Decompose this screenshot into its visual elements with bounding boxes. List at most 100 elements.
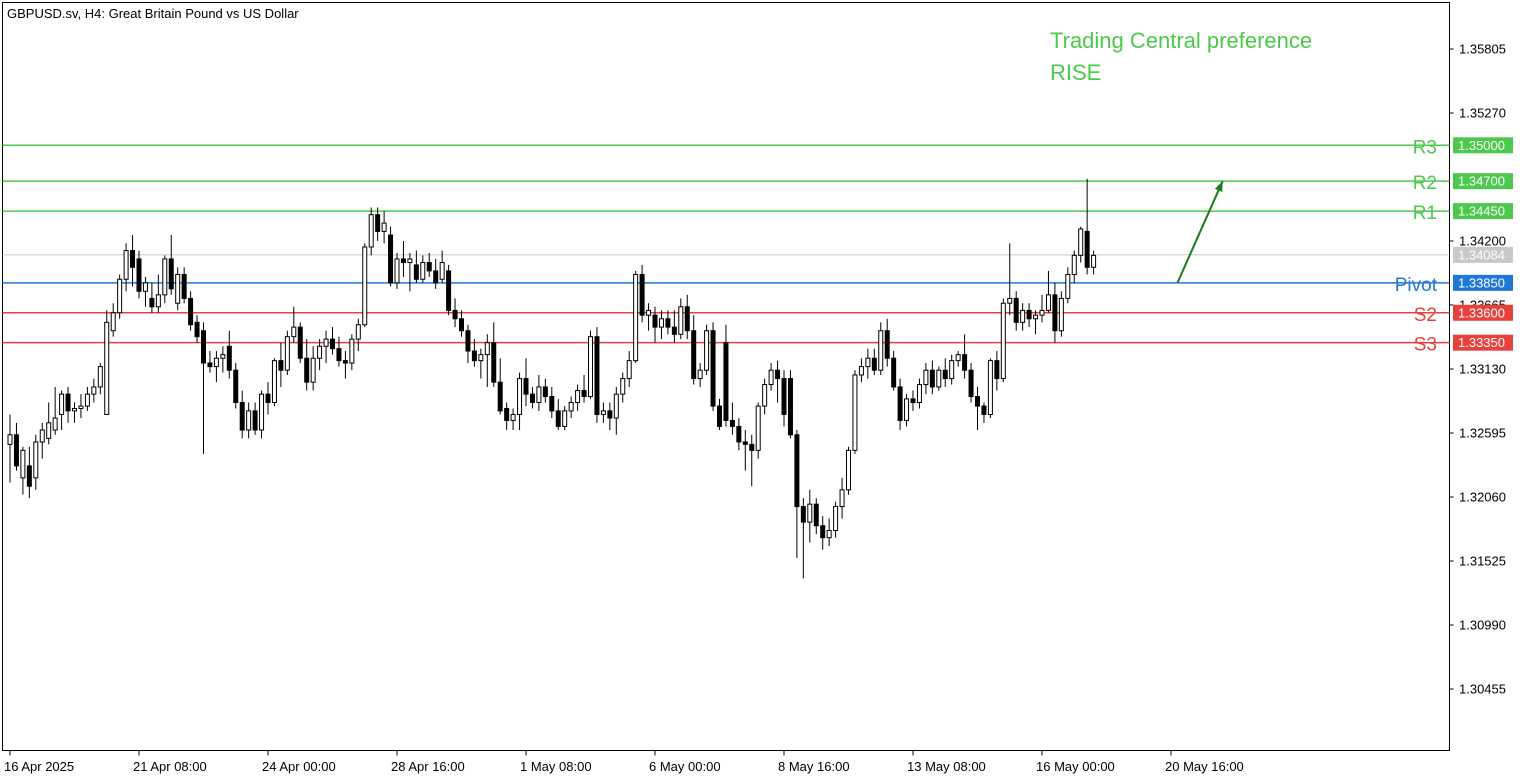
- candle-body-bullish: [1007, 297, 1013, 304]
- candle-body-bullish: [91, 386, 97, 395]
- candle-body-bearish: [336, 348, 342, 362]
- candle-body-bearish: [65, 393, 71, 412]
- candle-body-bullish: [575, 390, 581, 403]
- preference-text: Trading Central preference: [1050, 28, 1312, 53]
- candle: [72, 402, 77, 423]
- candle-body-bullish: [20, 449, 26, 479]
- candle: [175, 267, 181, 311]
- candle: [297, 322, 303, 364]
- candle: [1065, 267, 1071, 304]
- candle: [420, 255, 426, 283]
- candle-body-bullish: [1000, 302, 1006, 380]
- candle: [226, 330, 232, 379]
- candle: [349, 334, 355, 371]
- candle-body-bullish: [381, 222, 387, 232]
- candle: [388, 226, 394, 287]
- candle-body-bullish: [600, 410, 606, 415]
- candle: [336, 336, 342, 367]
- candle-body-bullish: [517, 378, 523, 415]
- candle: [568, 396, 574, 419]
- candle: [633, 270, 639, 364]
- candle-body-bullish: [562, 410, 568, 427]
- candle: [600, 402, 606, 423]
- candle-body-bullish: [110, 312, 116, 332]
- candle: [562, 406, 568, 431]
- candle: [368, 207, 374, 256]
- candle-body-bullish: [84, 393, 90, 407]
- candle: [497, 358, 503, 415]
- candle-body-bullish: [39, 429, 45, 443]
- candle-body-bullish: [484, 342, 490, 356]
- candle-body-bullish: [97, 366, 103, 388]
- candle-body-bearish: [652, 314, 658, 328]
- candle: [942, 358, 948, 387]
- candle-body-bearish: [413, 264, 419, 280]
- candle: [123, 243, 129, 292]
- candle-body-bullish: [33, 441, 39, 479]
- candle-body-bullish: [284, 336, 290, 371]
- level-lines: R3 R2 R1 Pivot S2 S3: [2, 137, 1450, 356]
- candle-body-bearish: [523, 378, 529, 395]
- candle-body-bearish: [929, 369, 935, 388]
- x-tick-label: 13 May 08:00: [907, 759, 986, 774]
- candle: [220, 346, 226, 373]
- candle: [1058, 291, 1064, 337]
- candle-body-bearish: [800, 506, 806, 523]
- level-pivot-tag: [1453, 274, 1513, 291]
- candle-body-bearish: [742, 441, 748, 445]
- candle: [201, 322, 206, 454]
- candle-body-bearish: [910, 398, 916, 403]
- candle: [923, 363, 929, 395]
- x-tick-label: 16 Apr 2025: [4, 759, 74, 774]
- candle-body-bullish: [155, 294, 161, 308]
- candle: [20, 446, 26, 495]
- price-axis: 1.358051.352701.342001.336651.331301.325…: [1449, 42, 1513, 697]
- candle: [588, 330, 593, 399]
- level-s2-tag: [1453, 304, 1513, 321]
- candle: [755, 402, 761, 459]
- candle-body-bullish: [852, 374, 858, 451]
- candle-body-bearish: [194, 321, 200, 338]
- candle: [252, 402, 258, 435]
- candle: [620, 372, 626, 403]
- candle-body-bearish: [684, 306, 690, 332]
- level-name-r2: R2: [1413, 173, 1437, 194]
- candle: [317, 339, 323, 371]
- x-tick-label: 16 May 00:00: [1036, 759, 1115, 774]
- candle-body-bearish: [529, 393, 535, 403]
- candle-body-bullish: [865, 357, 871, 368]
- candle-body-bullish: [162, 258, 168, 296]
- candle-body-bearish: [813, 503, 819, 527]
- candle-body-bullish: [807, 503, 813, 523]
- candle: [149, 282, 155, 313]
- candle-body-bearish: [1026, 309, 1032, 320]
- candle-body-bearish: [459, 318, 464, 332]
- candle-body-bullish: [704, 330, 710, 371]
- candle: [575, 384, 581, 411]
- candle-body-bearish: [149, 297, 155, 308]
- candle: [168, 235, 174, 295]
- candle-body-bullish: [213, 357, 219, 368]
- y-tick-label: 1.35805: [1459, 42, 1506, 57]
- candle-body-bullish: [259, 393, 265, 431]
- candle-body-bullish: [46, 422, 52, 439]
- candle-body-bullish: [1039, 309, 1045, 316]
- candle-body-bullish: [1071, 254, 1077, 275]
- candle: [717, 398, 722, 431]
- candle: [355, 318, 361, 352]
- x-tick-label: 20 May 16:00: [1165, 759, 1244, 774]
- candle: [658, 310, 664, 340]
- level-r1-tag-label: 1.34450: [1458, 204, 1505, 219]
- candle: [529, 386, 535, 409]
- candle-body-bearish: [555, 410, 561, 427]
- candle: [381, 211, 387, 244]
- candle-body-bearish: [736, 425, 742, 443]
- candle: [78, 394, 84, 419]
- level-s2-tag-label: 1.33600: [1458, 305, 1505, 320]
- candle-body-bearish: [891, 357, 897, 388]
- level-pivot-tag-label: 1.33850: [1458, 275, 1505, 290]
- candle: [65, 386, 71, 423]
- candle-body-bullish: [510, 413, 516, 421]
- candle-body-bearish: [181, 273, 187, 299]
- candle-body-bullish: [646, 309, 652, 316]
